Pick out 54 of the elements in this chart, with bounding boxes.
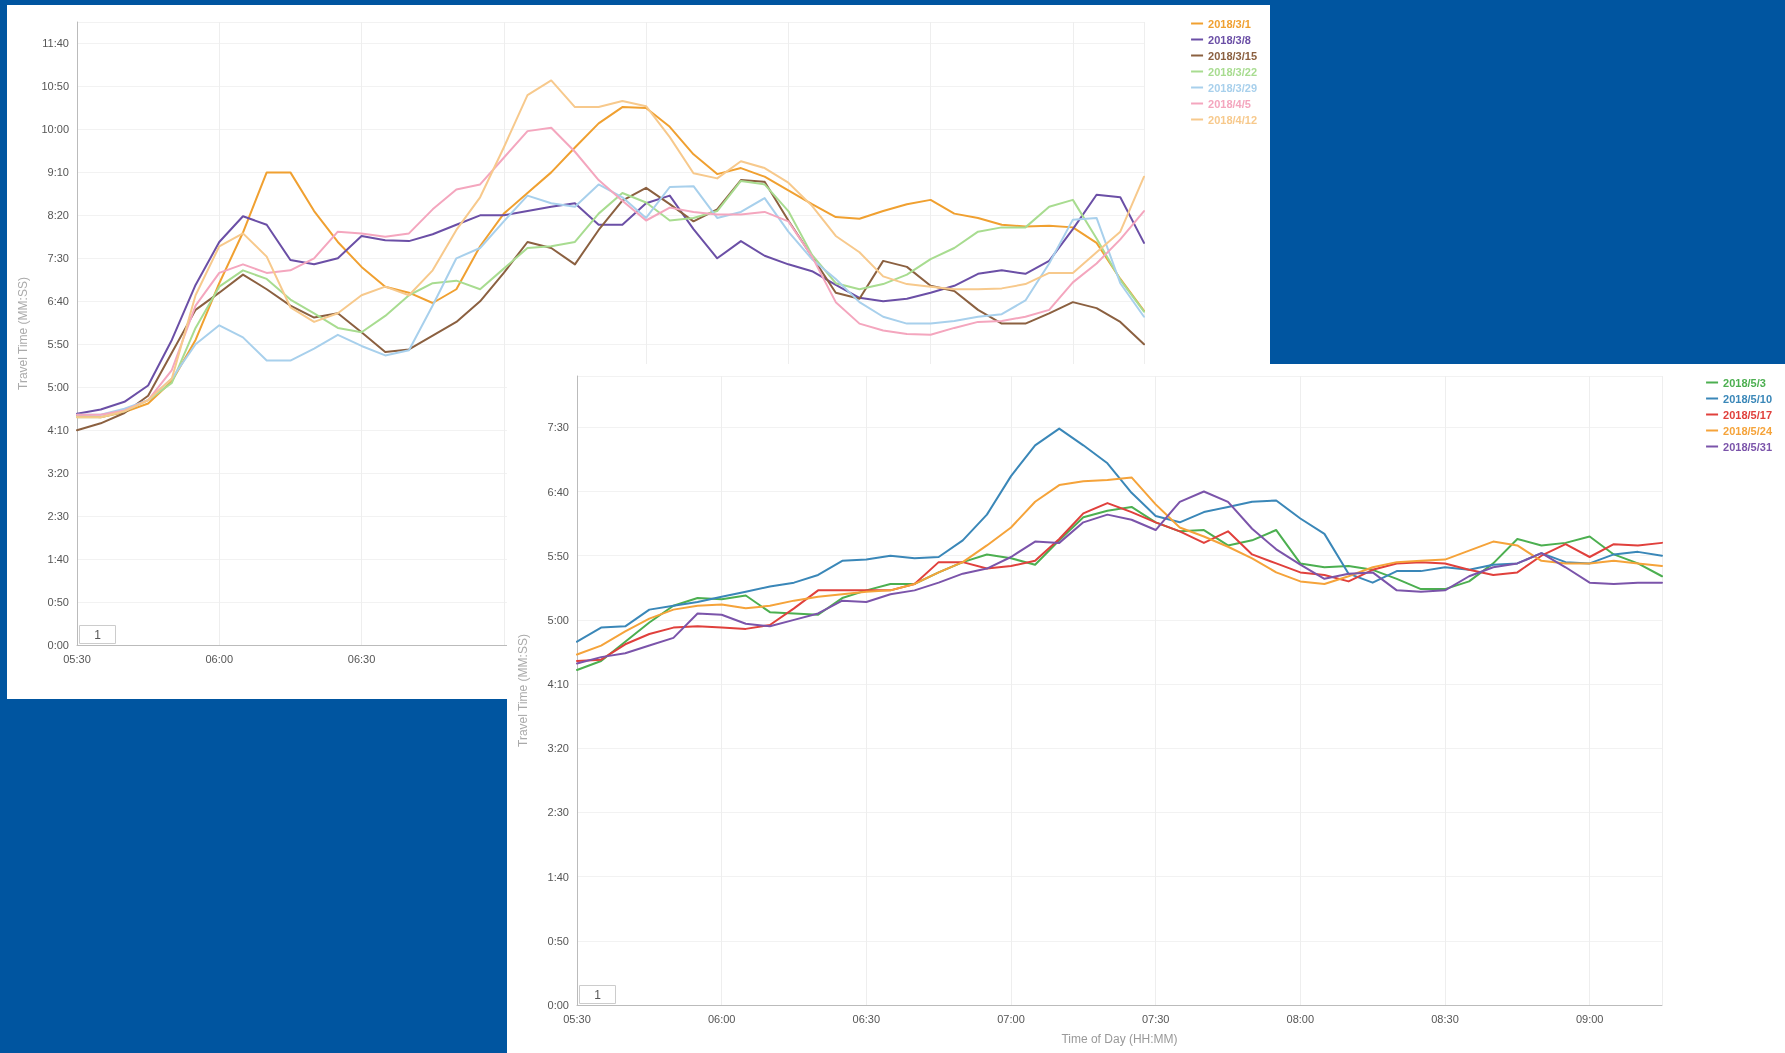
y-tick-label: 7:30 [547, 421, 569, 434]
legend-label: 2018/4/5 [1208, 97, 1251, 110]
y-tick-label: 5:50 [47, 338, 69, 351]
y-tick-label: 6:40 [47, 295, 69, 308]
x-tick-label: 06:30 [347, 652, 376, 665]
x-tick-label: 06:30 [852, 1012, 881, 1025]
x-axis-title: Time of Day (HH:MM) [1061, 1032, 1178, 1046]
y-tick-label: 11:40 [42, 37, 69, 50]
y-tick-label: 10:50 [41, 80, 69, 93]
y-tick-label: 10:00 [41, 123, 69, 136]
y-tick-label: 0:00 [47, 639, 69, 651]
x-tick-label: 07:30 [1141, 1012, 1170, 1025]
x-tick-label: 05:30 [63, 652, 91, 665]
y-tick-label: 4:10 [47, 424, 69, 437]
legend-label: 2018/3/29 [1208, 81, 1257, 94]
y-tick-label: 0:50 [47, 596, 69, 609]
x-tick-label: 09:00 [1575, 1012, 1604, 1025]
y-tick-label: 8:20 [47, 209, 69, 222]
y-tick-label: 5:00 [47, 381, 69, 394]
y-tick-label: 2:30 [547, 806, 569, 819]
legend-label: 2018/5/17 [1723, 408, 1772, 421]
y-tick-label: 3:20 [47, 467, 69, 480]
y-axis-title: Travel Time (MM:SS) [516, 634, 530, 747]
legend-label: 2018/3/1 [1208, 17, 1251, 30]
y-tick-label: 4:10 [547, 678, 569, 691]
x-tick-label: 08:00 [1286, 1012, 1315, 1025]
y-tick-label: 1:40 [47, 553, 69, 566]
x-tick-label: 07:00 [997, 1012, 1025, 1025]
y-tick-label: 2:30 [47, 510, 69, 523]
legend-label: 2018/3/22 [1208, 65, 1257, 78]
y-tick-label: 0:50 [547, 934, 569, 947]
x-tick-label: 06:00 [205, 652, 234, 665]
legend-label: 2018/3/8 [1208, 33, 1251, 46]
legend-label: 2018/5/31 [1723, 440, 1772, 453]
y-tick-label: 5:00 [547, 613, 569, 626]
y-tick-label: 6:40 [547, 485, 569, 498]
y-tick-label: 5:50 [547, 549, 569, 562]
x-tick-label: 05:30 [563, 1012, 591, 1025]
y-tick-label: 1:40 [547, 870, 569, 883]
legend-label: 2018/5/10 [1723, 392, 1772, 405]
y-tick-label: 3:20 [547, 742, 569, 755]
x-tick-label: 06:00 [707, 1012, 736, 1025]
annotation: 1 [594, 987, 602, 1002]
x-tick-label: 08:30 [1431, 1012, 1459, 1025]
legend-label: 2018/3/15 [1208, 49, 1257, 62]
legend-label: 2018/5/24 [1723, 424, 1773, 437]
y-tick-label: 9:10 [47, 166, 69, 179]
y-tick-label: 7:30 [47, 252, 69, 265]
y-axis-title: Travel Time (MM:SS) [16, 277, 30, 390]
y-tick-label: 0:00 [547, 999, 569, 1011]
legend-label: 2018/4/12 [1208, 113, 1257, 126]
line-series [576, 427, 1663, 643]
annotation: 1 [94, 627, 102, 642]
legend-label: 2018/5/3 [1723, 376, 1766, 389]
